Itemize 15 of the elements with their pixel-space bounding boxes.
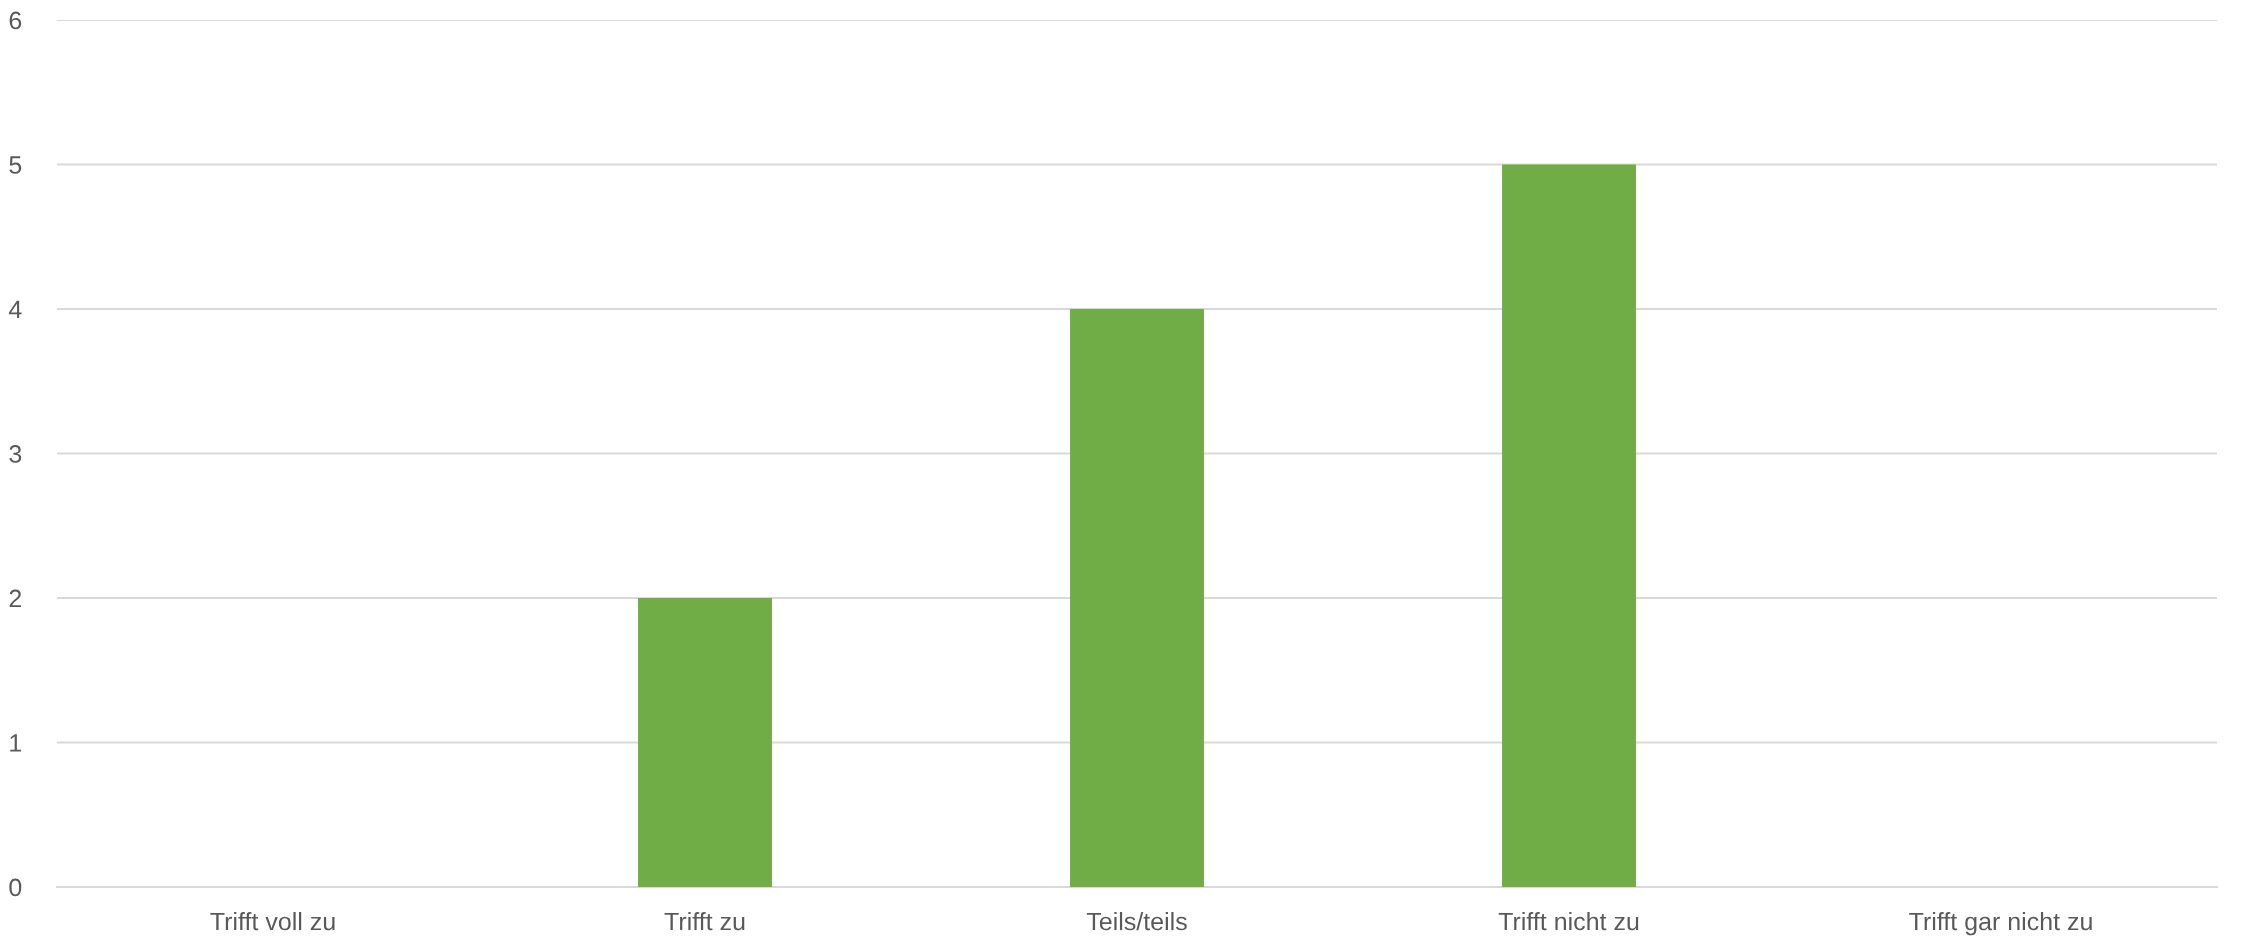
x-tick-label: Teils/teils [1086,912,1187,931]
y-tick-label: 2 [9,589,22,608]
x-tick-label: Trifft nicht zu [1498,912,1639,931]
x-tick-label: Trifft voll zu [210,912,335,931]
y-tick-label: 5 [9,156,22,174]
y-tick-label: 3 [9,445,22,463]
bar [1070,309,1204,887]
bar [638,598,772,887]
y-tick-label: 1 [10,734,22,752]
y-tick-label: 0 [9,878,22,897]
y-tick-label: 6 [9,11,22,30]
y-tick-label: 4 [8,300,22,319]
x-tick-label: Trifft gar nicht zu [1909,912,2092,936]
bar [1502,164,1636,887]
x-tick-label: Trifft zu [664,912,745,931]
